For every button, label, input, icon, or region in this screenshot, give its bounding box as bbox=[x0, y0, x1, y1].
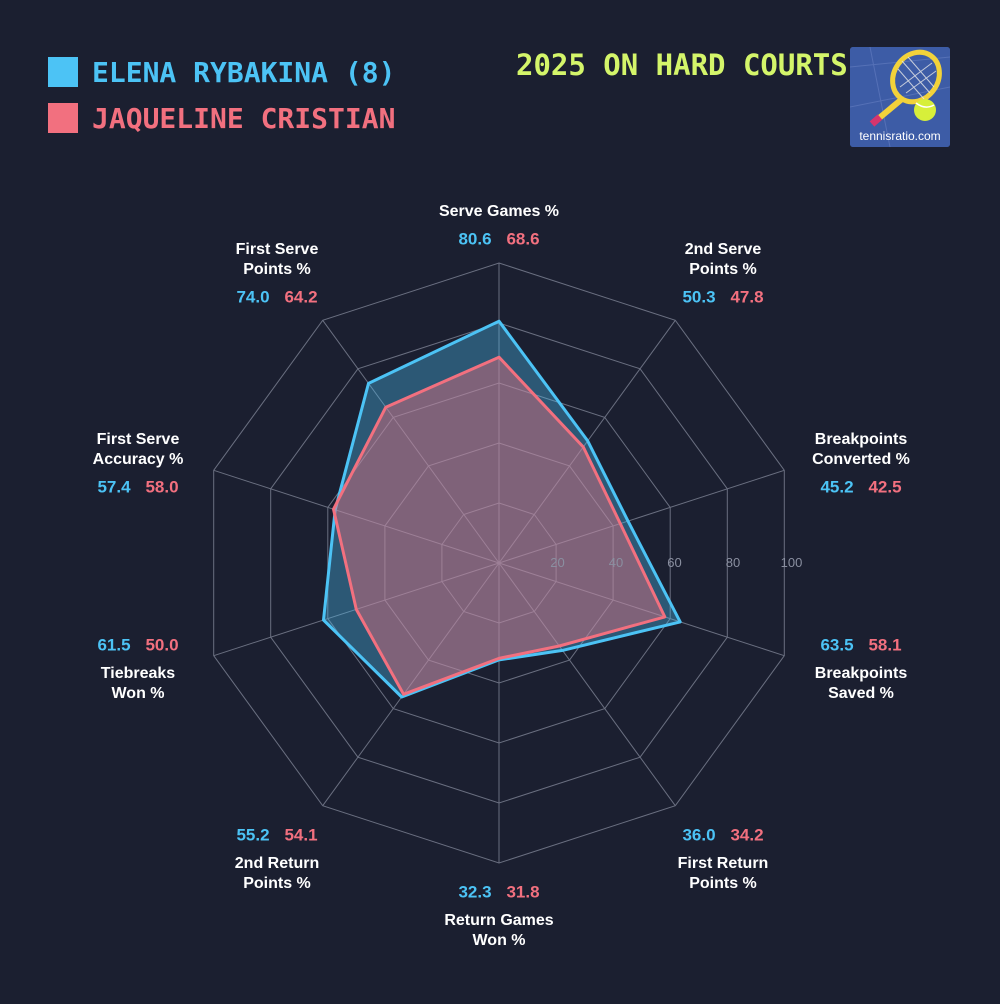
legend: ELENA RYBAKINA (8) JAQUELINE CRISTIAN bbox=[48, 50, 395, 142]
value-label-7-player1: 61.5 bbox=[97, 635, 130, 654]
category-label-5-line-0: Return Games bbox=[444, 912, 553, 929]
value-label-4-player1: 36.0 bbox=[682, 825, 715, 844]
tick-label-60: 60 bbox=[667, 555, 681, 570]
value-label-8-player1: 57.4 bbox=[97, 477, 131, 496]
category-label-9-line-0: First Serve bbox=[236, 241, 319, 258]
category-label-6-line-0: 2nd Return bbox=[235, 855, 319, 872]
grid-spoke-9 bbox=[322, 320, 500, 564]
grid-spoke-6 bbox=[322, 562, 500, 806]
category-label-8-line-1: Accuracy % bbox=[93, 451, 184, 468]
value-label-8-player2: 58.0 bbox=[145, 477, 178, 496]
category-label-0-line-0: Serve Games % bbox=[439, 203, 559, 220]
value-label-3-player1: 63.5 bbox=[820, 635, 853, 654]
legend-item-player2: JAQUELINE CRISTIAN bbox=[48, 96, 395, 140]
value-label-4-player2: 34.2 bbox=[730, 825, 763, 844]
category-label-4-line-0: First Return bbox=[678, 855, 769, 872]
category-label-7-line-0: Tiebreaks bbox=[101, 665, 176, 682]
value-label-6-player2: 54.1 bbox=[284, 825, 317, 844]
category-label-3-line-1: Saved % bbox=[828, 685, 894, 702]
category-label-7-line-1: Won % bbox=[111, 685, 164, 702]
tick-label-40: 40 bbox=[609, 555, 623, 570]
logo[interactable]: tennisratio.com bbox=[850, 47, 950, 147]
category-label-3-line-0: Breakpoints bbox=[815, 665, 908, 682]
legend-label-player2: JAQUELINE CRISTIAN bbox=[92, 101, 396, 135]
value-label-5-player2: 31.8 bbox=[506, 882, 539, 901]
category-label-1-line-0: 2nd Serve bbox=[685, 241, 762, 258]
value-label-1-player1: 50.3 bbox=[682, 287, 715, 306]
grid-spoke-2 bbox=[498, 469, 785, 564]
legend-swatch-player1 bbox=[48, 57, 78, 87]
series-area-2 bbox=[332, 355, 667, 696]
value-label-1-player2: 47.8 bbox=[730, 287, 763, 306]
legend-swatch-player2 bbox=[48, 103, 78, 133]
value-label-0-player2: 68.6 bbox=[506, 229, 539, 248]
grid-spoke-4 bbox=[498, 562, 676, 806]
grid-spoke-3 bbox=[498, 562, 785, 657]
tick-label-100: 100 bbox=[781, 555, 803, 570]
category-label-9-line-1: Points % bbox=[243, 261, 311, 278]
category-label-6-line-1: Points % bbox=[243, 875, 311, 892]
category-label-2-line-0: Breakpoints bbox=[815, 431, 908, 448]
category-label-8-line-0: First Serve bbox=[97, 431, 180, 448]
category-label-2-line-1: Converted % bbox=[812, 451, 910, 468]
category-label-1-line-1: Points % bbox=[689, 261, 757, 278]
value-label-7-player2: 50.0 bbox=[145, 635, 178, 654]
value-label-9-player1: 74.0 bbox=[236, 287, 269, 306]
value-label-2-player2: 42.5 bbox=[868, 477, 901, 496]
legend-item-player1: ELENA RYBAKINA (8) bbox=[48, 50, 395, 94]
value-label-3-player2: 58.1 bbox=[868, 635, 901, 654]
legend-label-player1: ELENA RYBAKINA (8) bbox=[92, 55, 396, 89]
tick-label-20: 20 bbox=[550, 555, 564, 570]
value-label-9-player2: 64.2 bbox=[284, 287, 317, 306]
value-label-6-player1: 55.2 bbox=[236, 825, 269, 844]
grid-spoke-8 bbox=[213, 469, 500, 564]
value-label-2-player1: 45.2 bbox=[820, 477, 853, 496]
chart-title: 2025 ON HARD COURTS bbox=[516, 48, 848, 82]
category-label-4-line-1: Points % bbox=[689, 875, 757, 892]
logo-text: tennisratio.com bbox=[859, 129, 941, 143]
tick-label-80: 80 bbox=[726, 555, 740, 570]
value-label-5-player1: 32.3 bbox=[458, 882, 491, 901]
category-label-5-line-1: Won % bbox=[472, 932, 525, 949]
tennis-racket-ball-icon bbox=[850, 47, 950, 147]
value-label-0-player1: 80.6 bbox=[458, 229, 491, 248]
